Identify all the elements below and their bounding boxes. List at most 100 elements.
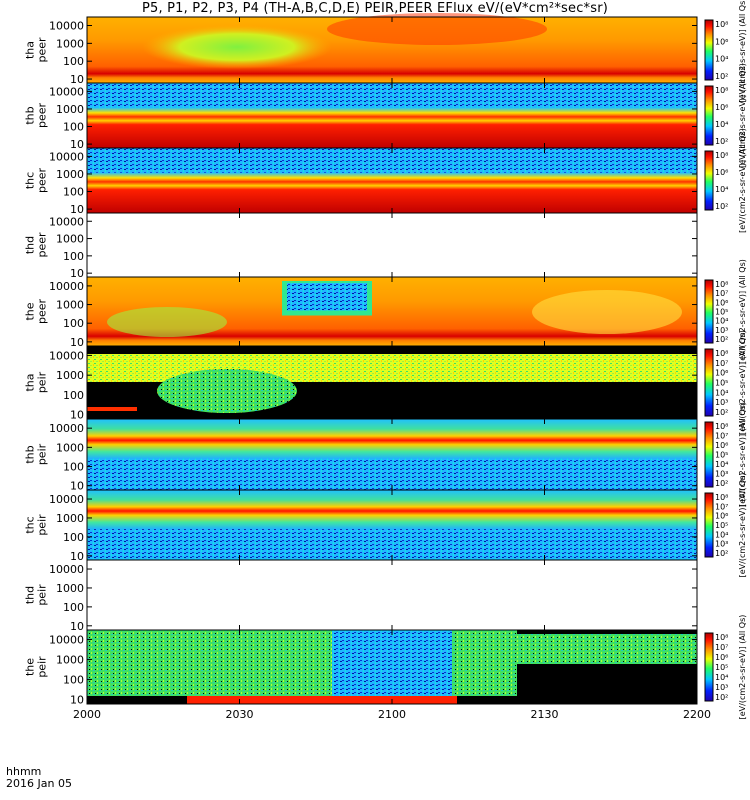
y-tick-label: 10 <box>70 480 84 493</box>
panel-ylabel: thbpeir <box>23 443 48 465</box>
species-name: peir <box>35 443 48 465</box>
y-tick-label: 1000 <box>56 233 84 246</box>
y-tick-label: 10000 <box>49 634 84 647</box>
y-tick-label: 100 <box>63 186 84 199</box>
colorbar-tick-label: 10⁷ <box>715 359 728 368</box>
spectrogram-feature <box>532 290 682 334</box>
species-name: peer <box>35 232 48 258</box>
panel-ylabel: thepeer <box>23 299 48 325</box>
time-axis-label: hhmm <box>6 765 42 778</box>
panel-ylabel: thdpeer <box>23 232 48 258</box>
colorbar <box>704 421 714 488</box>
y-tick-label: 100 <box>63 55 84 68</box>
colorbar-tick-label: 10² <box>715 137 728 146</box>
colorbar-tick-label: 10⁸ <box>715 20 728 29</box>
y-tick-label: 100 <box>63 317 84 330</box>
colorbar-tick-label: 10² <box>715 693 728 702</box>
panel-9: 10000100010010thepeir10⁸10⁷10⁶10⁵10⁴10³1… <box>23 615 747 720</box>
colorbar-tick-label: 10³ <box>715 470 728 479</box>
species-name: peer <box>35 103 48 129</box>
colorbar-tick-label: 10⁵ <box>715 379 728 388</box>
colorbar-label: [eV/(cm2-s-sr-eV)] (All Qs) <box>738 259 747 364</box>
y-tick-label: 10 <box>70 409 84 422</box>
probe-name: thc <box>23 172 36 189</box>
colorbar-tick-label: 10⁷ <box>715 289 728 298</box>
y-tick-label: 10000 <box>49 422 84 435</box>
y-tick-label: 100 <box>63 121 84 134</box>
probe-name: thb <box>23 445 36 463</box>
panel-ylabel: thbpeer <box>23 103 48 129</box>
colorbar-label: [eV/(cm2-s-sr-eV)] (All Qs) <box>738 330 747 435</box>
panel-ylabel: thepeir <box>23 656 48 678</box>
colorbar-tick-label: 10⁶ <box>715 37 728 46</box>
spectrogram-feature <box>107 307 227 337</box>
spectrogram-noise <box>87 630 517 696</box>
colorbar-tick-label: 10⁸ <box>715 633 728 642</box>
y-tick-label: 1000 <box>56 168 84 181</box>
y-tick-label: 1000 <box>56 369 84 382</box>
y-tick-label: 100 <box>63 250 84 263</box>
colorbar <box>704 85 714 146</box>
colorbar-tick-label: 10⁶ <box>715 103 728 112</box>
y-tick-label: 1000 <box>56 512 84 525</box>
probe-name: the <box>23 658 36 676</box>
probe-name: tha <box>23 41 36 59</box>
colorbar-tick-label: 10⁴ <box>715 317 728 326</box>
y-tick-label: 10 <box>70 694 84 707</box>
colorbar-label: [eV/(cm2-s-sr-eV)] (All Qs) <box>738 615 747 720</box>
x-tick-label: 2030 <box>226 708 254 721</box>
probe-name: tha <box>23 373 36 391</box>
colorbar-tick-label: 10⁶ <box>715 653 728 662</box>
colorbar-tick-label: 10⁶ <box>715 512 728 521</box>
y-tick-label: 1000 <box>56 299 84 312</box>
spectrogram-feature <box>187 696 457 704</box>
colorbar-tick-label: 10⁷ <box>715 643 728 652</box>
colorbar-tick-label: 10⁸ <box>715 493 728 502</box>
colorbar-tick-label: 10⁷ <box>715 432 728 441</box>
x-tick-label: 2100 <box>378 708 406 721</box>
colorbar-tick-label: 10⁴ <box>715 460 728 469</box>
colorbar-label: [eV/(cm2-s-sr-eV)] (All Qs) <box>738 402 747 507</box>
colorbar-tick-label: 10² <box>715 479 728 488</box>
y-tick-label: 1000 <box>56 37 84 50</box>
y-tick-label: 100 <box>63 461 84 474</box>
colorbar-tick-label: 10⁸ <box>715 349 728 358</box>
spectrogram-noise <box>87 458 697 490</box>
y-tick-label: 100 <box>63 531 84 544</box>
colorbar-tick-label: 10⁶ <box>715 298 728 307</box>
colorbar-tick-label: 10² <box>715 408 728 417</box>
spectrogram-feature <box>327 13 547 45</box>
time-axis-caption: hhmm 2016 Jan 05 <box>6 766 72 790</box>
y-tick-label: 1000 <box>56 103 84 116</box>
y-tick-label: 10000 <box>49 563 84 576</box>
species-name: peer <box>35 37 48 63</box>
colorbar-tick-label: 10⁸ <box>715 422 728 431</box>
panel-2: 10000 1000 100 10 thcpeer 10⁸ 10⁶ 10⁴ 10² [eV/(cm… <box>23 128 747 233</box>
colorbar-tick-label: 10⁶ <box>715 441 728 450</box>
panel-7: 10000100010010thcpeir10⁸10⁷10⁶10⁵10⁴10³1… <box>23 473 747 578</box>
panel-0: 10000 1000 100 10 thapeer 10⁸ 10⁶ 10⁴ 10² [eV/(cm… <box>23 0 747 102</box>
spectrogram-feature <box>87 407 137 411</box>
panel-ylabel: thcpeer <box>23 168 48 194</box>
colorbar-tick-label: 10⁵ <box>715 308 728 317</box>
panel-ylabel: thcpeir <box>23 514 48 536</box>
colorbar-tick-label: 10⁵ <box>715 521 728 530</box>
spectrogram-noise <box>517 634 697 664</box>
species-name: peir <box>35 514 48 536</box>
y-tick-label: 1000 <box>56 654 84 667</box>
probe-name: the <box>23 302 36 320</box>
y-tick-label: 100 <box>63 389 84 402</box>
x-tick-label: 2000 <box>73 708 101 721</box>
colorbar-tick-label: 10⁴ <box>715 185 728 194</box>
y-tick-label: 10000 <box>49 280 84 293</box>
colorbar-tick-label: 10³ <box>715 540 728 549</box>
colorbar-tick-label: 10³ <box>715 683 728 692</box>
colorbar-tick-label: 10⁴ <box>715 55 728 64</box>
colorbar-tick-label: 10³ <box>715 326 728 335</box>
colorbar-tick-label: 10² <box>715 202 728 211</box>
colorbar-tick-label: 10² <box>715 335 728 344</box>
probe-name: thc <box>23 516 36 533</box>
colorbar-tick-label: 10⁴ <box>715 120 728 129</box>
panel-ylabel: thapeir <box>23 371 48 393</box>
